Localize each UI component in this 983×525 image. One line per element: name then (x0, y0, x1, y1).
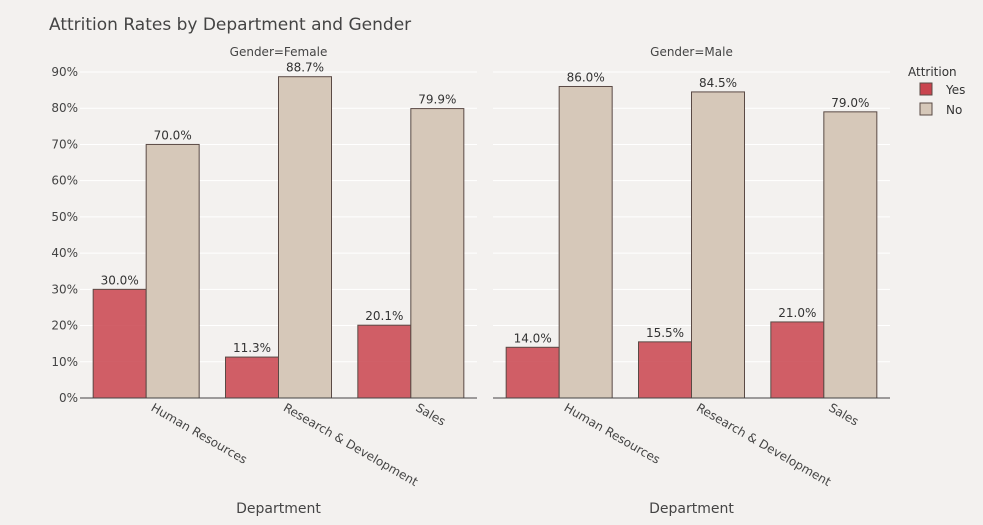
bar-data-label: 79.9% (418, 93, 456, 107)
legend-swatch-yes[interactable] (919, 82, 933, 96)
bar-data-label: 20.1% (365, 309, 403, 323)
facet-panels: Gender=Female 0% 10% 20% 30% 40% 50% 60% 70% 80% 9… (51, 45, 890, 517)
bar-no[interactable] (558, 85, 613, 399)
x-axis-title: Department (649, 501, 734, 517)
legend-swatch-no[interactable] (919, 102, 933, 116)
bar-no[interactable] (823, 111, 878, 399)
bar-yes[interactable] (505, 346, 560, 399)
bar-data-label: 88.7% (286, 61, 324, 75)
y-tick-label: 60% (51, 174, 78, 188)
bar-yes[interactable] (357, 324, 412, 399)
facet-title: Gender=Male (650, 45, 733, 59)
bar-yes[interactable] (92, 288, 147, 399)
bar-no[interactable] (278, 76, 332, 399)
y-tick-label: 30% (51, 282, 78, 296)
legend[interactable]: Attrition Yes No (908, 65, 965, 117)
y-tick-label: 70% (51, 137, 78, 151)
x-tick-label: Human Resources (149, 400, 250, 466)
x-tick-label: Sales (826, 400, 861, 428)
y-tick-label: 50% (51, 210, 78, 224)
bar-yes[interactable] (638, 341, 692, 399)
bar-data-label: 86.0% (567, 70, 605, 84)
bar-yes[interactable] (770, 321, 825, 399)
facet-panel-male: Gender=Male 14.0% 86.0% Human Resources 15.5… (493, 45, 890, 517)
x-tick-label: Research & Development (694, 400, 834, 489)
chart-title: Attrition Rates by Department and Gender (49, 15, 411, 35)
facet-panel-female: Gender=Female 0% 10% 20% 30% 40% 50% 60% 70% 80% 9… (51, 45, 477, 517)
y-tick-label: 80% (51, 101, 78, 115)
bar-data-label: 11.3% (233, 341, 271, 355)
x-tick-label: Human Resources (562, 400, 663, 466)
y-tick-label: 90% (51, 65, 78, 79)
bar-no[interactable] (145, 143, 200, 399)
facet-title: Gender=Female (230, 45, 328, 59)
bar-data-label: 79.0% (831, 96, 869, 110)
bar-data-label: 70.0% (154, 128, 192, 142)
bar-data-label: 15.5% (646, 326, 684, 340)
bar-data-label: 30.0% (101, 273, 139, 287)
bar-yes[interactable] (225, 356, 279, 399)
bar-data-label: 14.0% (514, 331, 552, 345)
bar-data-label: 84.5% (699, 76, 737, 90)
legend-label-yes[interactable]: Yes (945, 83, 965, 97)
legend-label-no[interactable]: No (946, 103, 962, 117)
bar-no[interactable] (410, 108, 465, 399)
x-tick-label: Research & Development (281, 400, 421, 489)
y-tick-label: 0% (59, 391, 78, 405)
x-axis-title: Department (236, 501, 321, 517)
y-tick-label: 20% (51, 319, 78, 333)
bar-no[interactable] (691, 91, 745, 399)
y-tick-label: 40% (51, 246, 78, 260)
y-tick-label: 10% (51, 355, 78, 369)
bar-data-label: 21.0% (778, 306, 816, 320)
x-tick-label: Sales (413, 400, 448, 428)
legend-title: Attrition (908, 65, 957, 79)
